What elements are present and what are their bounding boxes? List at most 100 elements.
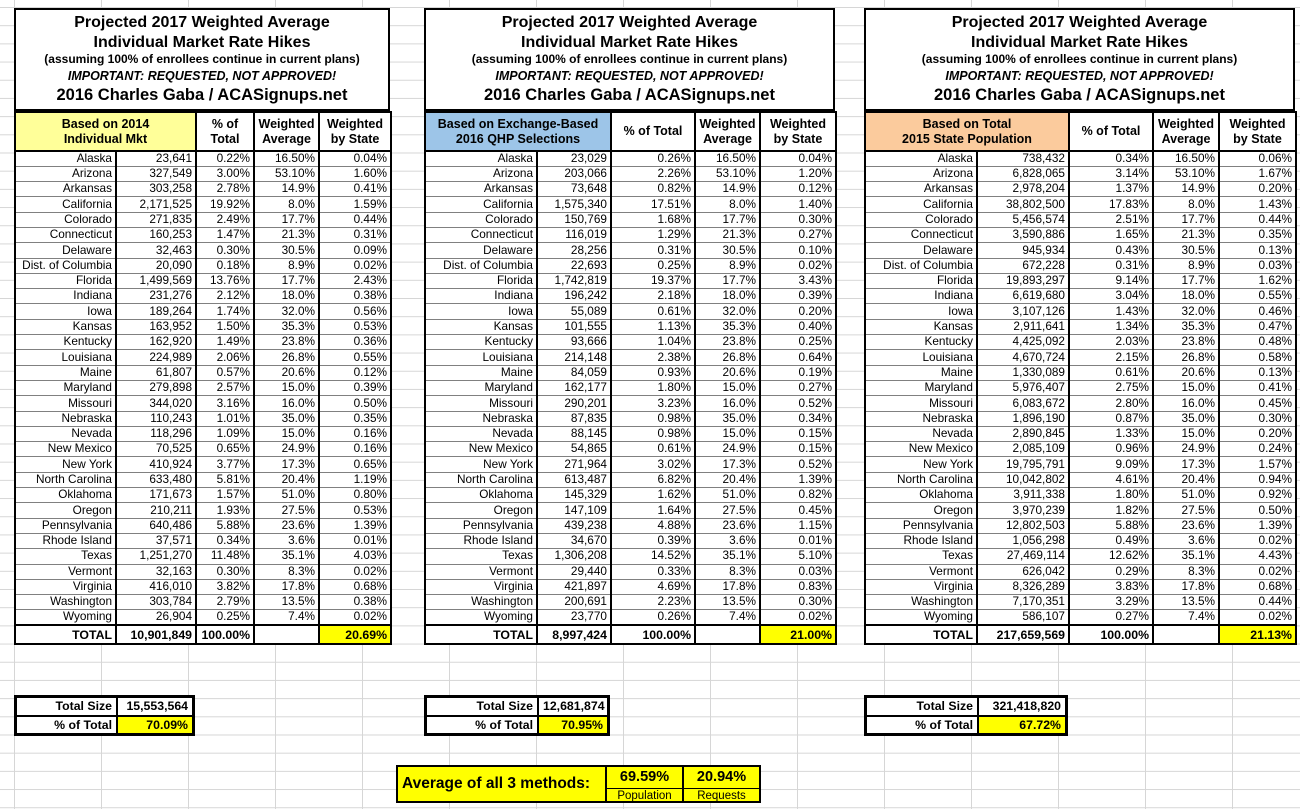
- cell-weighted-average[interactable]: 15.0%: [1152, 379, 1220, 397]
- cell-weighted-average[interactable]: 23.6%: [694, 517, 761, 534]
- cell-weighted-average[interactable]: 35.3%: [694, 318, 761, 336]
- cell-value[interactable]: 214,148: [536, 349, 612, 366]
- cell-weighted-by-state[interactable]: 0.55%: [318, 349, 393, 366]
- cell-value[interactable]: 410,924: [114, 456, 198, 473]
- total-cell-weighted-average[interactable]: [1152, 624, 1220, 646]
- cell-weighted-by-state[interactable]: 0.50%: [318, 395, 393, 412]
- cell-weighted-by-state[interactable]: 0.04%: [318, 150, 393, 167]
- cell-weighted-average[interactable]: 8.3%: [694, 563, 761, 580]
- cell-state[interactable]: North Carolina: [14, 471, 117, 489]
- cell-state[interactable]: Louisiana: [14, 349, 117, 366]
- cell-value[interactable]: 19,893,297: [976, 272, 1070, 290]
- cell-pct-of-total[interactable]: 3.23%: [610, 395, 696, 412]
- cell-value[interactable]: 4,670,724: [976, 349, 1070, 366]
- cell-pct-of-total[interactable]: 0.31%: [610, 242, 696, 259]
- cell-pct-of-total[interactable]: 12.62%: [1068, 548, 1154, 565]
- cell-weighted-by-state[interactable]: 0.47%: [1218, 318, 1297, 336]
- cell-state[interactable]: Oregon: [14, 502, 117, 519]
- cell-value[interactable]: 171,673: [114, 487, 198, 504]
- cell-weighted-by-state[interactable]: 0.12%: [759, 181, 837, 198]
- cell-pct-of-total[interactable]: 0.26%: [610, 609, 696, 626]
- cell-value[interactable]: 32,163: [114, 563, 198, 580]
- cell-weighted-by-state[interactable]: 0.02%: [759, 257, 837, 274]
- cell-state[interactable]: Washington: [14, 594, 117, 611]
- cell-value[interactable]: 101,555: [536, 318, 612, 336]
- cell-pct-of-total[interactable]: 3.16%: [195, 395, 256, 412]
- cell-weighted-by-state[interactable]: 0.40%: [759, 318, 837, 336]
- cell-weighted-by-state[interactable]: 1.20%: [759, 165, 837, 183]
- cell-pct-of-total[interactable]: 0.93%: [610, 364, 696, 381]
- cell-state[interactable]: New York: [14, 456, 117, 473]
- cell-weighted-average[interactable]: 8.9%: [1152, 257, 1220, 274]
- cell-pct-of-total[interactable]: 2.51%: [1068, 211, 1154, 228]
- cell-weighted-by-state[interactable]: 1.60%: [318, 165, 393, 183]
- cell-pct-of-total[interactable]: 1.33%: [1068, 425, 1154, 443]
- cell-state[interactable]: Arizona: [864, 165, 978, 183]
- cell-weighted-average[interactable]: 35.3%: [253, 318, 321, 336]
- cell-weighted-average[interactable]: 13.5%: [253, 594, 321, 611]
- cell-weighted-average[interactable]: 18.0%: [694, 288, 761, 305]
- cell-weighted-average[interactable]: 23.8%: [1152, 334, 1220, 351]
- cell-value[interactable]: 88,145: [536, 425, 612, 443]
- cell-weighted-by-state[interactable]: 0.44%: [1218, 211, 1297, 228]
- cell-value[interactable]: 1,896,190: [976, 410, 1070, 427]
- cell-weighted-by-state[interactable]: 0.30%: [1218, 410, 1297, 427]
- cell-weighted-by-state[interactable]: 0.20%: [1218, 181, 1297, 198]
- cell-weighted-by-state[interactable]: 0.55%: [1218, 288, 1297, 305]
- col-header-weighted-average[interactable]: Weighted Average: [1152, 111, 1220, 152]
- cell-weighted-by-state[interactable]: 0.46%: [1218, 303, 1297, 320]
- cell-weighted-average[interactable]: 27.5%: [253, 502, 321, 519]
- cell-pct-of-total[interactable]: 1.93%: [195, 502, 256, 519]
- cell-value[interactable]: 1,056,298: [976, 532, 1070, 550]
- cell-pct-of-total[interactable]: 1.82%: [1068, 502, 1154, 519]
- category-header-cell[interactable]: Based on Total 2015 State Population: [864, 111, 1070, 152]
- cell-weighted-average[interactable]: 17.7%: [694, 211, 761, 228]
- cell-value[interactable]: 29,440: [536, 563, 612, 580]
- cell-weighted-by-state[interactable]: 0.01%: [318, 532, 393, 550]
- cell-weighted-average[interactable]: 30.5%: [1152, 242, 1220, 259]
- cell-state[interactable]: North Carolina: [864, 471, 978, 489]
- cell-pct-of-total[interactable]: 0.30%: [195, 242, 256, 259]
- cell-pct-of-total[interactable]: 1.29%: [610, 226, 696, 244]
- cell-weighted-by-state[interactable]: 0.65%: [318, 456, 393, 473]
- cell-weighted-average[interactable]: 16.0%: [694, 395, 761, 412]
- cell-pct-of-total[interactable]: 1.49%: [195, 334, 256, 351]
- cell-pct-of-total[interactable]: 0.34%: [195, 532, 256, 550]
- cell-value[interactable]: 32,463: [114, 242, 198, 259]
- cell-weighted-average[interactable]: 21.3%: [694, 226, 761, 244]
- cell-weighted-average[interactable]: 15.0%: [253, 379, 321, 397]
- cell-state[interactable]: Alaska: [424, 150, 538, 167]
- cell-weighted-average[interactable]: 20.4%: [253, 471, 321, 489]
- total-cell-weighted-by-state[interactable]: 21.13%: [1218, 624, 1297, 646]
- cell-pct-of-total[interactable]: 0.33%: [610, 563, 696, 580]
- cell-weighted-average[interactable]: 17.3%: [694, 456, 761, 473]
- cell-weighted-average[interactable]: 8.0%: [253, 196, 321, 213]
- cell-weighted-by-state[interactable]: 0.82%: [759, 487, 837, 504]
- cell-pct-of-total[interactable]: 1.34%: [1068, 318, 1154, 336]
- cell-weighted-average[interactable]: 15.0%: [694, 379, 761, 397]
- cell-pct-of-total[interactable]: 0.61%: [1068, 364, 1154, 381]
- cell-state[interactable]: New Mexico: [14, 441, 117, 458]
- cell-weighted-average[interactable]: 23.6%: [1152, 517, 1220, 534]
- cell-weighted-by-state[interactable]: 1.62%: [1218, 272, 1297, 290]
- cell-pct-of-total[interactable]: 0.34%: [1068, 150, 1154, 167]
- cell-weighted-average[interactable]: 16.50%: [694, 150, 761, 167]
- cell-value[interactable]: 19,795,791: [976, 456, 1070, 473]
- cell-state[interactable]: California: [864, 196, 978, 213]
- cell-state[interactable]: Virginia: [14, 578, 117, 596]
- cell-weighted-average[interactable]: 35.0%: [1152, 410, 1220, 427]
- cell-value[interactable]: 672,228: [976, 257, 1070, 274]
- cell-value[interactable]: 37,571: [114, 532, 198, 550]
- cell-state[interactable]: Arizona: [424, 165, 538, 183]
- cell-weighted-average[interactable]: 16.0%: [253, 395, 321, 412]
- cell-weighted-average[interactable]: 17.7%: [1152, 211, 1220, 228]
- cell-pct-of-total[interactable]: 3.02%: [610, 456, 696, 473]
- cell-weighted-by-state[interactable]: 0.15%: [759, 441, 837, 458]
- cell-pct-of-total[interactable]: 0.29%: [1068, 563, 1154, 580]
- cell-weighted-average[interactable]: 13.5%: [1152, 594, 1220, 611]
- cell-value[interactable]: 28,256: [536, 242, 612, 259]
- cell-weighted-average[interactable]: 23.6%: [253, 517, 321, 534]
- total-cell-weighted-by-state[interactable]: 21.00%: [759, 624, 837, 646]
- cell-value[interactable]: 110,243: [114, 410, 198, 427]
- cell-pct-of-total[interactable]: 4.61%: [1068, 471, 1154, 489]
